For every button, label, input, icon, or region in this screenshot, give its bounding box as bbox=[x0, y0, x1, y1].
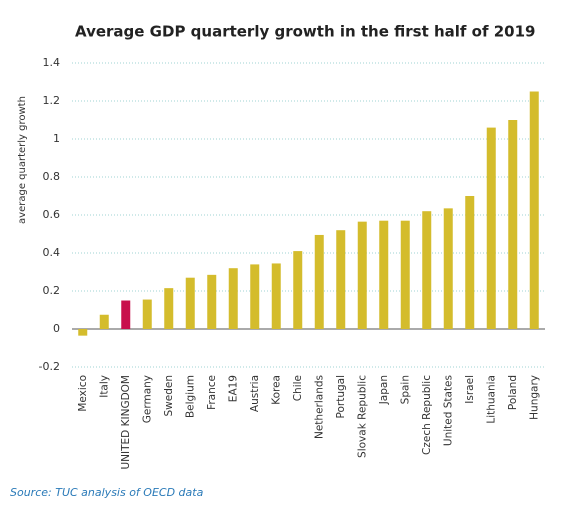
x-tick-label: Spain bbox=[399, 375, 411, 404]
y-axis-label: average quarterly growth bbox=[17, 96, 28, 224]
bar bbox=[293, 251, 303, 329]
bar bbox=[486, 127, 496, 329]
bar bbox=[78, 329, 88, 336]
x-tick-label: Chile bbox=[292, 375, 304, 401]
y-tick-label: 0.2 bbox=[43, 284, 61, 297]
source: Source: TUC analysis of OECD data bbox=[10, 486, 204, 499]
bar bbox=[185, 277, 195, 329]
x-tick-label: Mexico bbox=[77, 375, 89, 412]
x-tick-label: Japan bbox=[378, 375, 390, 405]
bar bbox=[443, 208, 453, 329]
bar bbox=[508, 120, 518, 329]
chart-title: Average GDP quarterly growth in the firs… bbox=[75, 23, 535, 41]
x-tick-label: Israel bbox=[464, 375, 476, 404]
x-tick-label: Italy bbox=[98, 375, 110, 398]
bar bbox=[357, 221, 367, 329]
x-tick-label: UNITED KINGDOM bbox=[120, 375, 132, 470]
x-tick-label: Hungary bbox=[528, 375, 540, 420]
x-tick-label: Belgium bbox=[184, 375, 196, 418]
bar bbox=[336, 230, 346, 329]
bar bbox=[164, 288, 174, 329]
x-tick-label: France bbox=[206, 375, 218, 410]
bar bbox=[271, 263, 281, 329]
x-tick-label: Sweden bbox=[163, 375, 175, 417]
y-tick-label: -0.2 bbox=[39, 360, 60, 373]
x-tick-label: United States bbox=[442, 375, 454, 446]
x-tick-label: Slovak Republic bbox=[356, 375, 368, 458]
x-tick-label: Lithuania bbox=[485, 375, 497, 424]
x-tick-label: EA19 bbox=[227, 375, 239, 402]
x-tick-label: Austria bbox=[249, 375, 261, 412]
bar bbox=[314, 234, 324, 329]
bar bbox=[142, 299, 152, 329]
y-tick-label: 1.2 bbox=[43, 94, 61, 107]
x-tick-label: Korea bbox=[270, 375, 282, 405]
y-tick-label: 1 bbox=[53, 132, 60, 145]
y-tick-label: 0.4 bbox=[43, 246, 61, 259]
bar bbox=[529, 91, 539, 329]
y-tick-label: 1.4 bbox=[43, 56, 61, 69]
bar bbox=[250, 264, 260, 329]
bar bbox=[207, 274, 217, 329]
bar bbox=[400, 220, 410, 329]
y-tick-label: 0 bbox=[53, 322, 60, 335]
x-tick-label: Germany bbox=[141, 375, 153, 423]
bar bbox=[99, 314, 109, 329]
bar bbox=[121, 300, 131, 329]
x-tick-label: Poland bbox=[507, 375, 519, 410]
y-tick-label: 0.8 bbox=[43, 170, 61, 183]
bar bbox=[465, 196, 475, 329]
x-tick-label: Portugal bbox=[335, 375, 347, 419]
x-tick-label: Czech Republic bbox=[421, 375, 433, 455]
y-tick-label: 0.6 bbox=[43, 208, 61, 221]
bar bbox=[422, 211, 432, 329]
x-tick-label: Netherlands bbox=[313, 375, 325, 439]
bar bbox=[379, 220, 389, 329]
bar bbox=[228, 268, 238, 329]
